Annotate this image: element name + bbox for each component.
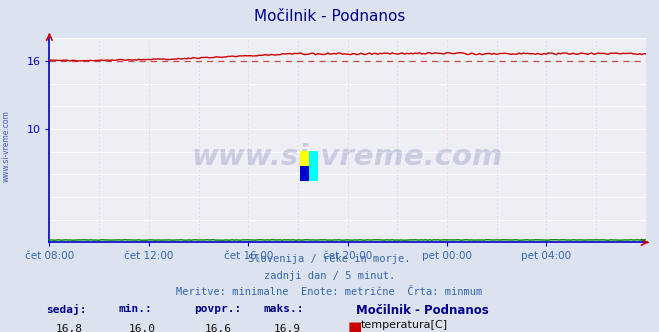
Text: 16,6: 16,6 (204, 324, 231, 332)
Text: min.:: min.: (119, 304, 152, 314)
Text: sedaj:: sedaj: (46, 304, 86, 315)
Bar (300, 166, 309, 181)
Text: www.si-vreme.com: www.si-vreme.com (192, 143, 503, 171)
Text: Meritve: minimalne  Enote: metrične  Črta: minmum: Meritve: minimalne Enote: metrične Črta:… (177, 287, 482, 297)
Text: Močilnik - Podnanos: Močilnik - Podnanos (356, 304, 488, 317)
Bar (309, 151, 318, 166)
Text: 16,8: 16,8 (56, 324, 83, 332)
Text: ■: ■ (348, 320, 362, 332)
Text: Slovenija / reke in morje.: Slovenija / reke in morje. (248, 254, 411, 264)
Text: Močilnik - Podnanos: Močilnik - Podnanos (254, 9, 405, 24)
Text: 16,9: 16,9 (273, 324, 301, 332)
Text: 16,0: 16,0 (129, 324, 156, 332)
Text: povpr.:: povpr.: (194, 304, 242, 314)
Text: zadnji dan / 5 minut.: zadnji dan / 5 minut. (264, 271, 395, 281)
Bar (300, 151, 309, 166)
Bar (309, 166, 318, 181)
Text: maks.:: maks.: (264, 304, 304, 314)
Text: temperatura[C]: temperatura[C] (361, 320, 448, 330)
Text: www.si-vreme.com: www.si-vreme.com (2, 110, 11, 182)
